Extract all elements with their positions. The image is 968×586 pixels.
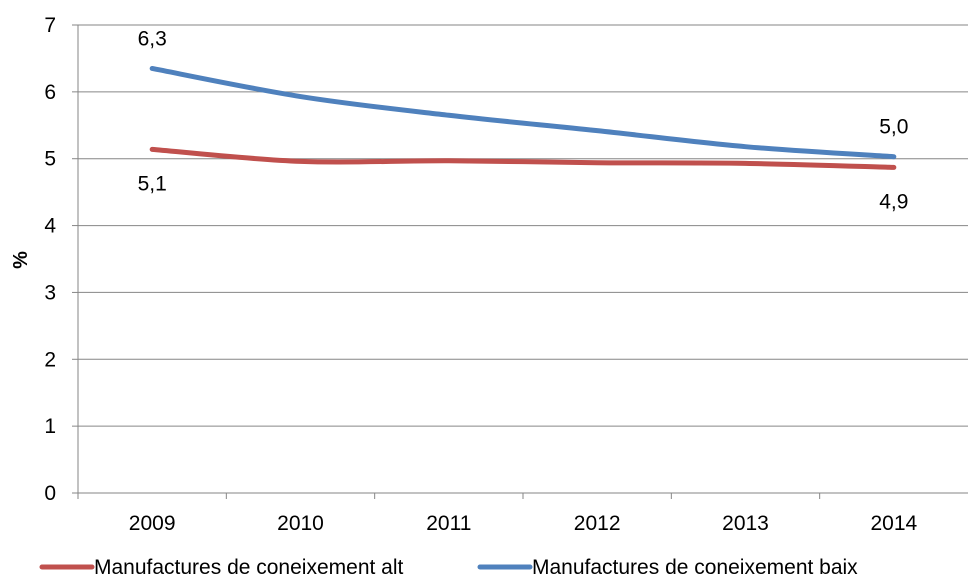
x-tick-label: 2009 [129, 512, 176, 535]
y-tick-label: 4 [44, 215, 56, 238]
series-line-2 [149, 65, 897, 160]
data-label: 5,1 [138, 172, 167, 195]
x-tick-label: 2011 [426, 512, 471, 535]
y-tick-label: 7 [44, 14, 56, 37]
legend-label: Manufactures de coneixement baix [532, 556, 858, 579]
x-tick-label: 2014 [870, 512, 917, 535]
data-label: 4,9 [879, 190, 908, 213]
x-tick-label: 2012 [574, 512, 621, 535]
y-tick-labels: 0 1 2 3 4 5 6 7 [44, 14, 56, 505]
data-labels: 5,1 4,9 6,3 5,0 [138, 27, 909, 213]
y-tick-label: 1 [44, 415, 56, 438]
data-label: 6,3 [138, 27, 167, 50]
axes [72, 24, 968, 499]
series-lines [149, 65, 897, 170]
x-tick-labels: 2009 2010 2011 2012 2013 2014 [129, 512, 918, 535]
legend: Manufactures de coneixement alt Manufactu… [39, 556, 858, 579]
y-axis-title: % [10, 251, 32, 269]
y-tick-label: 2 [44, 348, 56, 371]
y-tick-label: 3 [44, 281, 56, 304]
y-tick-label: 6 [44, 81, 56, 104]
y-tick-label: 0 [44, 482, 56, 505]
gridlines [78, 24, 968, 427]
legend-label: Manufactures de coneixement alt [94, 556, 404, 579]
data-label: 5,0 [879, 116, 908, 139]
series-line-1 [149, 146, 897, 170]
y-tick-label: 5 [44, 148, 56, 171]
x-tick-label: 2013 [722, 512, 769, 535]
x-tick-label: 2010 [277, 512, 324, 535]
